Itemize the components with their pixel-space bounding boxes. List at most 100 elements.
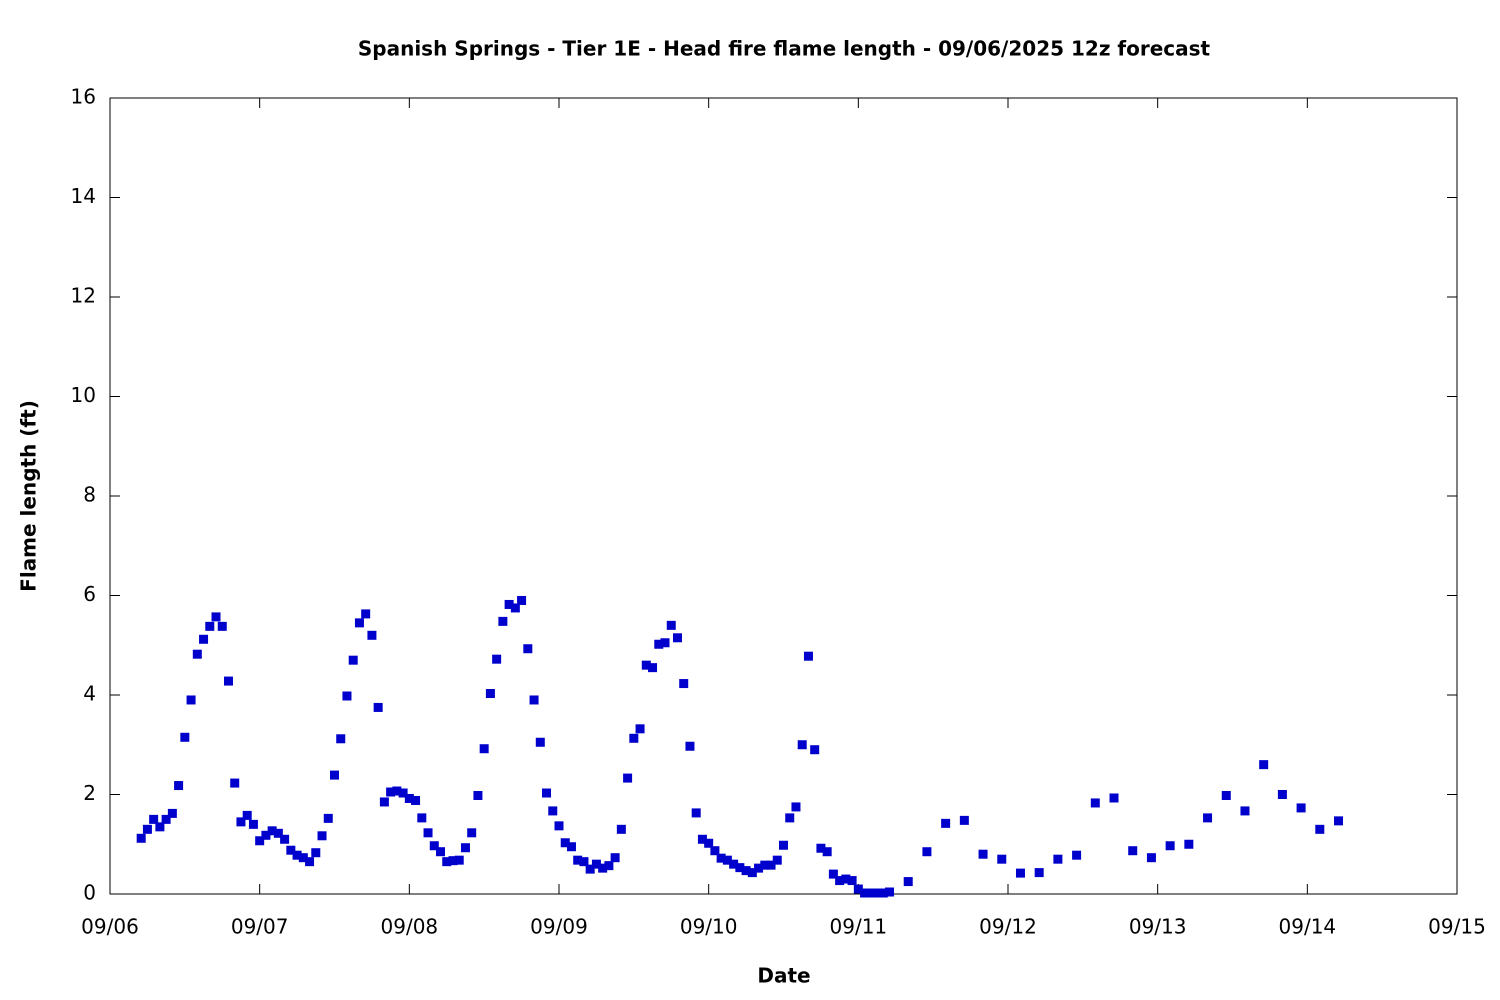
- point: [404, 793, 414, 803]
- point: [174, 781, 184, 791]
- point: [866, 888, 876, 898]
- point: [248, 819, 258, 829]
- point: [298, 853, 308, 863]
- point: [735, 863, 745, 873]
- point: [417, 813, 427, 823]
- point: [398, 788, 408, 798]
- y-axis-label: Flame length (ft): [17, 400, 41, 592]
- point: [629, 733, 639, 743]
- x-tick-label: 09/12: [979, 915, 1037, 939]
- point: [641, 660, 651, 670]
- point: [554, 821, 564, 831]
- point: [473, 790, 483, 800]
- point: [810, 745, 820, 755]
- point: [223, 676, 233, 686]
- point: [878, 888, 888, 898]
- point: [660, 638, 670, 648]
- point: [273, 828, 283, 838]
- point: [1203, 813, 1213, 823]
- point: [155, 822, 165, 832]
- point: [616, 824, 626, 834]
- point: [167, 808, 177, 818]
- point: [760, 860, 770, 870]
- point: [716, 853, 726, 863]
- point: [1221, 790, 1231, 800]
- point: [542, 788, 552, 798]
- point: [361, 609, 371, 619]
- point: [860, 888, 870, 898]
- x-tick-label: 09/10: [680, 915, 738, 939]
- point: [835, 876, 845, 886]
- point: [1277, 790, 1287, 799]
- point: [591, 859, 601, 869]
- point: [766, 860, 776, 870]
- point: [941, 818, 951, 828]
- point: [510, 603, 520, 613]
- point: [479, 744, 489, 754]
- point: [959, 815, 969, 825]
- point: [460, 843, 470, 853]
- point: [523, 644, 533, 654]
- point: [816, 843, 826, 853]
- point: [585, 864, 595, 874]
- point: [822, 847, 832, 857]
- point: [255, 836, 265, 846]
- x-tick-label: 09/08: [381, 915, 439, 939]
- point: [1315, 824, 1325, 834]
- y-tick-label: 2: [83, 781, 96, 805]
- point: [136, 833, 146, 843]
- point: [847, 876, 857, 886]
- y-tick-label: 0: [83, 881, 96, 905]
- point: [747, 868, 757, 878]
- plot-frame: [109, 97, 1458, 895]
- y-tick-label: 14: [71, 184, 96, 208]
- point: [492, 654, 502, 664]
- point: [367, 630, 377, 640]
- point: [997, 854, 1007, 864]
- y-tick-label: 4: [83, 682, 96, 706]
- point: [498, 616, 508, 626]
- y-tick-label: 6: [83, 582, 96, 606]
- point: [679, 679, 689, 689]
- x-tick-label: 09/14: [1279, 915, 1337, 939]
- point: [192, 649, 202, 659]
- point: [772, 855, 782, 865]
- point: [292, 850, 302, 860]
- point: [922, 847, 932, 857]
- y-tick-label: 8: [83, 483, 96, 507]
- point: [205, 621, 215, 631]
- point: [741, 866, 751, 876]
- point: [579, 857, 589, 867]
- point: [386, 787, 396, 797]
- point: [373, 702, 383, 712]
- chart-title: Spanish Springs - Tier 1E - Head fire fl…: [358, 37, 1211, 61]
- point: [330, 770, 339, 780]
- point: [1034, 868, 1044, 878]
- point: [348, 655, 358, 665]
- point: [354, 618, 364, 628]
- point: [697, 834, 707, 844]
- point: [560, 838, 570, 848]
- point: [1334, 816, 1344, 826]
- point: [903, 877, 913, 887]
- point: [286, 845, 296, 855]
- point: [1184, 839, 1194, 849]
- point: [1072, 850, 1082, 860]
- point: [504, 599, 514, 609]
- y-tick-label: 12: [71, 284, 96, 308]
- point: [442, 857, 452, 867]
- point: [1128, 846, 1138, 856]
- point: [978, 849, 988, 859]
- point: [754, 863, 764, 873]
- point: [573, 855, 583, 865]
- point: [685, 741, 695, 751]
- x-tick-label: 09/06: [81, 915, 139, 939]
- point: [149, 814, 159, 824]
- point: [485, 689, 495, 699]
- point: [610, 853, 620, 863]
- point: [672, 633, 682, 643]
- point: [885, 887, 895, 897]
- point: [535, 737, 545, 747]
- point: [411, 795, 421, 805]
